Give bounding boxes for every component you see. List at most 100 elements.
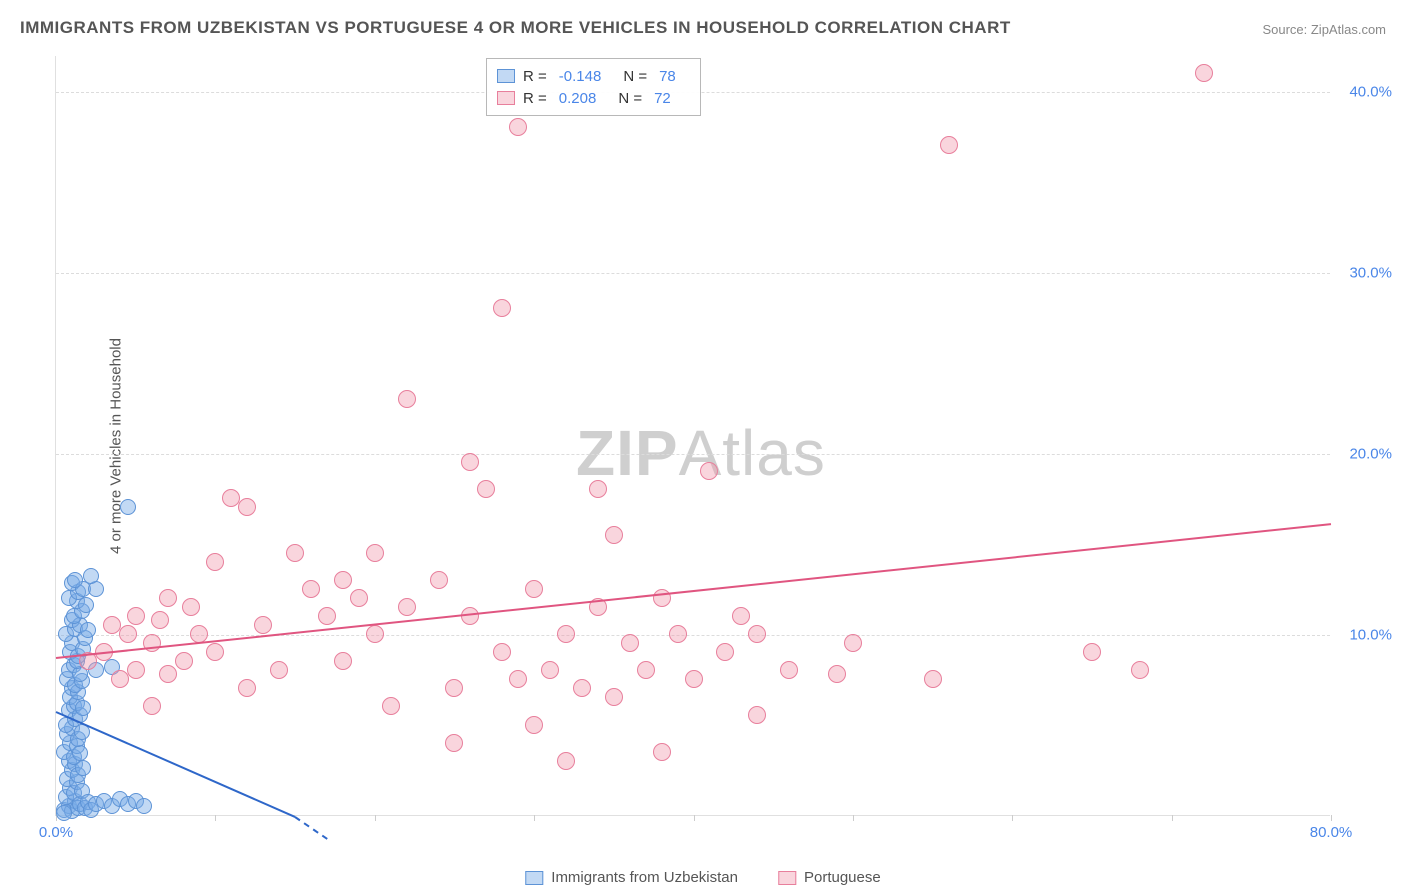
y-tick-label: 30.0%	[1349, 265, 1392, 282]
legend-swatch	[525, 871, 543, 885]
chart-title: IMMIGRANTS FROM UZBEKISTAN VS PORTUGUESE…	[20, 18, 1011, 38]
data-point	[445, 734, 463, 752]
data-point	[605, 526, 623, 544]
data-point	[461, 453, 479, 471]
data-point	[493, 299, 511, 317]
data-point	[1131, 661, 1149, 679]
data-point	[120, 499, 136, 515]
data-point	[685, 670, 703, 688]
x-tick	[1172, 815, 1173, 821]
bottom-legend-item: Portuguese	[778, 869, 881, 886]
data-point	[621, 634, 639, 652]
data-point	[111, 670, 129, 688]
data-point	[136, 798, 152, 814]
legend-label: Immigrants from Uzbekistan	[551, 869, 738, 886]
data-point	[78, 597, 94, 613]
legend-r-label: R =	[523, 68, 547, 85]
data-point	[525, 716, 543, 734]
data-point	[637, 661, 655, 679]
data-point	[350, 589, 368, 607]
data-point	[75, 700, 91, 716]
data-point	[940, 136, 958, 154]
data-point	[286, 544, 304, 562]
data-point	[127, 607, 145, 625]
x-tick	[534, 815, 535, 821]
legend-swatch	[497, 91, 515, 105]
data-point	[748, 706, 766, 724]
legend-r-value: -0.148	[559, 68, 602, 85]
data-point	[924, 670, 942, 688]
data-point	[159, 589, 177, 607]
y-tick-label: 10.0%	[1349, 627, 1392, 644]
data-point	[398, 598, 416, 616]
gridline	[56, 454, 1330, 455]
watermark: ZIPAtlas	[576, 416, 826, 490]
data-point	[270, 661, 288, 679]
data-point	[151, 611, 169, 629]
scatter-chart: ZIPAtlas 10.0%20.0%30.0%40.0%0.0%80.0%R …	[55, 56, 1330, 816]
data-point	[716, 643, 734, 661]
data-point	[206, 553, 224, 571]
data-point	[557, 625, 575, 643]
data-point	[477, 480, 495, 498]
legend-row: R =-0.148N =78	[497, 65, 690, 87]
correlation-legend: R =-0.148N =78R =0.208N =72	[486, 58, 701, 116]
watermark-zip: ZIP	[576, 417, 679, 489]
data-point	[366, 625, 384, 643]
data-point	[143, 697, 161, 715]
data-point	[589, 480, 607, 498]
x-tick	[853, 815, 854, 821]
data-point	[844, 634, 862, 652]
data-point	[366, 544, 384, 562]
data-point	[445, 679, 463, 697]
data-point	[175, 652, 193, 670]
legend-label: Portuguese	[804, 869, 881, 886]
data-point	[254, 616, 272, 634]
data-point	[509, 670, 527, 688]
data-point	[557, 752, 575, 770]
data-point	[334, 571, 352, 589]
data-point	[206, 643, 224, 661]
data-point	[238, 498, 256, 516]
data-point	[159, 665, 177, 683]
data-point	[525, 580, 543, 598]
data-point	[83, 568, 99, 584]
data-point	[780, 661, 798, 679]
data-point	[67, 572, 83, 588]
legend-swatch	[778, 871, 796, 885]
x-tick	[375, 815, 376, 821]
legend-n-value: 72	[654, 90, 671, 107]
trend-line	[56, 523, 1331, 659]
data-point	[669, 625, 687, 643]
y-tick-label: 40.0%	[1349, 84, 1392, 101]
data-point	[1195, 64, 1213, 82]
data-point	[509, 118, 527, 136]
legend-r-label: R =	[523, 90, 547, 107]
gridline	[56, 273, 1330, 274]
data-point	[302, 580, 320, 598]
data-point	[573, 679, 591, 697]
data-point	[398, 390, 416, 408]
x-tick-label: 80.0%	[1310, 824, 1353, 841]
data-point	[318, 607, 336, 625]
data-point	[334, 652, 352, 670]
x-tick	[215, 815, 216, 821]
bottom-legend: Immigrants from Uzbekistan Portuguese	[525, 869, 880, 886]
data-point	[127, 661, 145, 679]
data-point	[119, 625, 137, 643]
legend-row: R =0.208N =72	[497, 87, 690, 109]
bottom-legend-item: Immigrants from Uzbekistan	[525, 869, 738, 886]
data-point	[605, 688, 623, 706]
y-tick-label: 20.0%	[1349, 446, 1392, 463]
legend-swatch	[497, 69, 515, 83]
source-label: Source: ZipAtlas.com	[1262, 22, 1386, 37]
data-point	[700, 462, 718, 480]
data-point	[430, 571, 448, 589]
data-point	[541, 661, 559, 679]
watermark-atlas: Atlas	[679, 417, 826, 489]
legend-n-label: N =	[623, 68, 647, 85]
trend-line-dashed	[294, 816, 327, 839]
legend-n-label: N =	[618, 90, 642, 107]
x-tick	[1331, 815, 1332, 821]
data-point	[80, 622, 96, 638]
